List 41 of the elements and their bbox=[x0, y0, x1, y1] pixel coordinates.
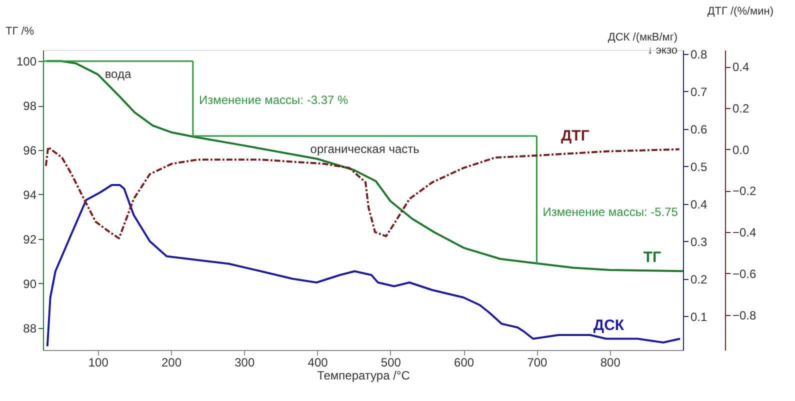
y3-tick-label: −0.4 bbox=[732, 226, 757, 240]
x-tick-label: 600 bbox=[454, 356, 474, 370]
y-tick-label: 90 bbox=[23, 276, 37, 291]
y3-axis-title: ДТГ /(%/мин) bbox=[707, 6, 774, 18]
y2-tick-label: 0.4 bbox=[690, 197, 708, 212]
x-tick-label: 400 bbox=[308, 356, 328, 370]
y-axis-title: ТГ /% bbox=[6, 26, 34, 38]
x-tick-label: 700 bbox=[527, 356, 548, 370]
y2-tick-label: 0.2 bbox=[690, 272, 708, 286]
y3-tick-label: 0.4 bbox=[732, 60, 750, 74]
y2-tick-label: 0.7 bbox=[690, 84, 708, 99]
x-tick-label: 300 bbox=[234, 356, 255, 370]
series-label: ДСК bbox=[593, 316, 625, 334]
x-tick-label: 100 bbox=[88, 356, 109, 370]
x-tick-label: 200 bbox=[161, 356, 182, 370]
y2-tick-label: 0.8 bbox=[690, 47, 708, 62]
y2-tick-label: 0.5 bbox=[690, 160, 708, 174]
series-label: ТГ bbox=[643, 249, 662, 266]
y3-tick-label: −0.2 bbox=[732, 184, 757, 198]
annotation: Изменение массы: -3.37 % bbox=[198, 93, 349, 107]
y3-tick-label: −0.8 bbox=[732, 308, 757, 322]
annotation: вода bbox=[104, 67, 132, 82]
y3-tick-label: 0.0 bbox=[732, 142, 750, 157]
y-tick-label: 92 bbox=[23, 232, 37, 246]
y-tick-label: 96 bbox=[23, 144, 37, 158]
y-tick-label: 100 bbox=[16, 54, 37, 69]
y2-tick-label: 0.1 bbox=[690, 310, 708, 324]
y2-axis-title: ДСК /(мкВ/мг) ↓ экзо bbox=[608, 32, 678, 56]
series-label: ДТГ bbox=[560, 127, 590, 144]
y3-tick-label: 0.2 bbox=[732, 101, 750, 116]
annotation: органическая часть bbox=[310, 142, 420, 156]
y3-tick-label: −0.6 bbox=[732, 266, 757, 281]
x-axis-title: Температура /°C bbox=[317, 368, 410, 382]
y2-tick-label: 0.3 bbox=[690, 234, 708, 249]
y2-tick-label: 0.6 bbox=[690, 122, 708, 136]
x-tick-label: 800 bbox=[600, 356, 621, 370]
y-tick-label: 98 bbox=[23, 99, 37, 114]
annotation: Изменение массы: -5.75 bbox=[542, 205, 678, 220]
y-tick-label: 88 bbox=[23, 321, 37, 336]
x-tick-label: 500 bbox=[380, 356, 402, 370]
y-tick-label: 94 bbox=[23, 188, 37, 202]
